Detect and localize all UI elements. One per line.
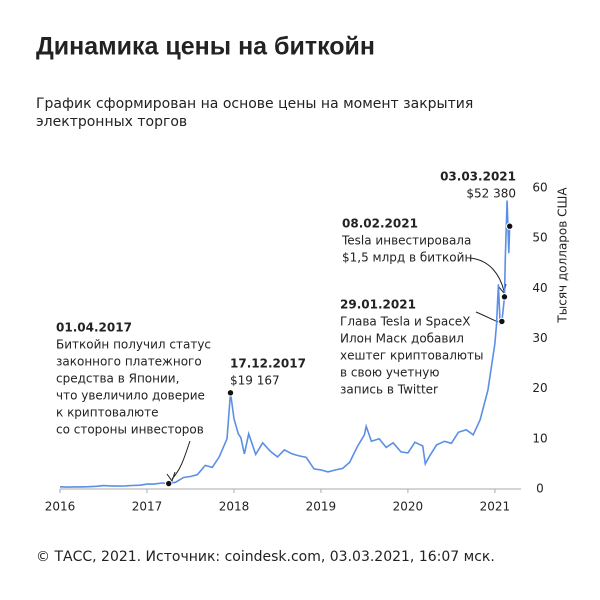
annotation-date: 03.03.2021 — [440, 170, 516, 184]
annotation-point — [165, 479, 173, 488]
y-tick-label: 10 — [532, 431, 547, 445]
annotation-text: что увеличило доверие — [56, 389, 205, 403]
annotation-text: Биткойн получил статус — [56, 338, 211, 352]
annotation-date: 01.04.2017 — [56, 321, 132, 335]
y-tick-label: 50 — [532, 231, 547, 245]
footer: © ТАСС, 2021. Источник: coindesk.com, 03… — [36, 549, 495, 565]
chart-title: Динамика цены на биткойн — [36, 33, 375, 61]
annotation-date: 29.01.2021 — [340, 298, 416, 312]
annotation-text: со стороны инвесторов — [56, 423, 204, 437]
price-line — [59, 200, 511, 488]
y-tick-label: 0 — [536, 482, 544, 496]
annotation-text: в свою учетную — [340, 366, 439, 380]
annotation-date: 17.12.2017 — [230, 357, 306, 371]
annotation-point — [498, 317, 506, 326]
subtitle: электронных торгов — [36, 114, 187, 130]
x-tick-label: 2016 — [45, 500, 76, 514]
annotation-text: запись в Twitter — [340, 383, 438, 397]
subtitle: График сформирован на основе цены на мом… — [36, 96, 473, 112]
y-tick-label: 40 — [532, 281, 547, 295]
y-axis-label: Тысяч долларов США — [556, 187, 570, 324]
annotation-text: Илон Маск добавил — [340, 332, 464, 346]
annotation-text: хештег криптовалюты — [340, 349, 483, 363]
y-tick-label: 60 — [532, 181, 547, 195]
annotation-point — [226, 389, 235, 397]
annotation-text: законного платежного — [56, 355, 202, 369]
y-tick-label: 30 — [532, 331, 547, 345]
y-tick-label: 20 — [532, 381, 547, 395]
annotation-date: 08.02.2021 — [342, 217, 418, 231]
x-tick-label: 2021 — [480, 500, 511, 514]
annotation-value: $19 167 — [230, 374, 280, 388]
annotation-text: к криптовалюте — [56, 406, 158, 420]
x-tick-label: 2017 — [132, 500, 163, 514]
x-tick-label: 2019 — [306, 500, 337, 514]
annotation-text: $1,5 млрд в биткойн — [342, 251, 472, 265]
annotation-value: $52 380 — [466, 187, 516, 201]
annotation-point — [505, 222, 514, 230]
annotation-text: Tesla инвестировала — [341, 234, 471, 248]
arrow — [469, 257, 507, 295]
x-tick-label: 2020 — [393, 500, 424, 514]
arrow — [166, 440, 191, 483]
arrow — [475, 311, 500, 323]
annotation-text: средства в Японии, — [56, 372, 179, 386]
annotation-text: Глава Tesla и SpaceX — [340, 315, 470, 329]
x-tick-label: 2018 — [219, 500, 250, 514]
annotation-point — [500, 293, 509, 301]
